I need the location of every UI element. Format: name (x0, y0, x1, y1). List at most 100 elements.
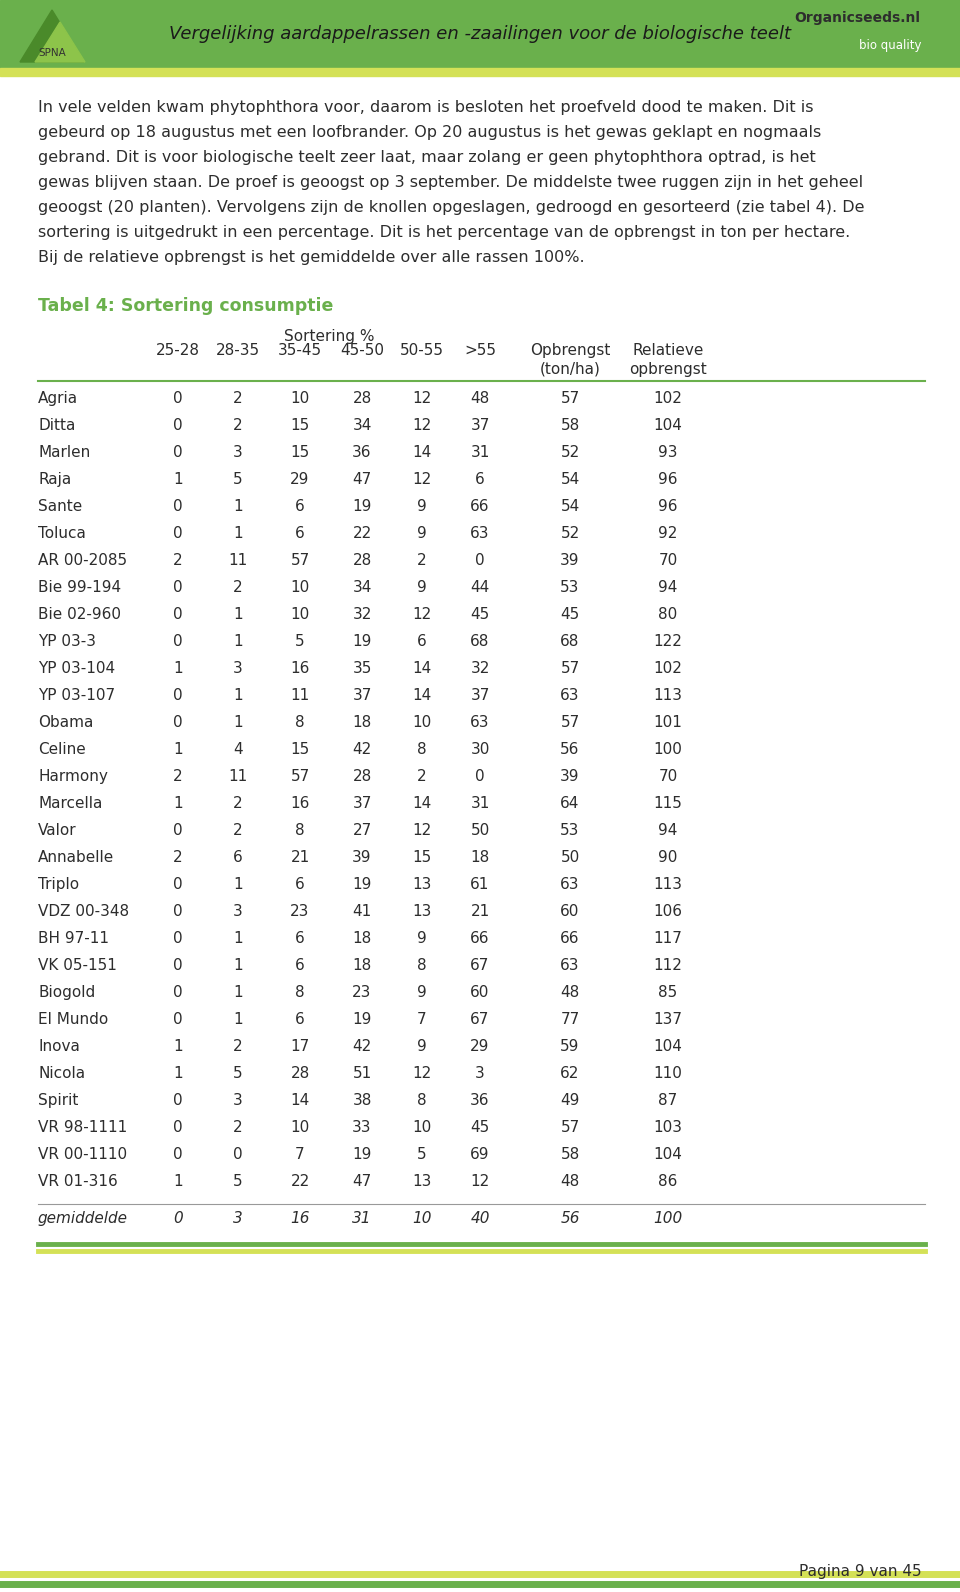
Text: gebrand. Dit is voor biologische teelt zeer laat, maar zolang er geen phytophtho: gebrand. Dit is voor biologische teelt z… (38, 150, 816, 166)
Text: 45: 45 (561, 607, 580, 622)
Text: El Mundo: El Mundo (38, 1013, 108, 1027)
Text: 53: 53 (561, 823, 580, 837)
Text: 53: 53 (561, 579, 580, 595)
Text: Vergelijking aardappelrassen en -zaailingen voor de biologische teelt: Vergelijking aardappelrassen en -zaailin… (169, 25, 791, 43)
Text: VDZ 00-348: VDZ 00-348 (38, 904, 130, 919)
Text: 42: 42 (352, 742, 372, 758)
Polygon shape (35, 22, 85, 62)
Text: 57: 57 (290, 769, 310, 783)
Text: 1: 1 (233, 525, 243, 541)
Text: 21: 21 (290, 850, 310, 864)
Text: 22: 22 (290, 1173, 310, 1189)
Text: 18: 18 (352, 931, 372, 946)
Text: 1: 1 (233, 715, 243, 731)
Text: 37: 37 (470, 688, 490, 704)
Text: Valor: Valor (38, 823, 77, 837)
Text: 28: 28 (352, 392, 372, 406)
Text: 96: 96 (659, 498, 678, 514)
Text: 8: 8 (295, 823, 305, 837)
Text: 34: 34 (352, 579, 372, 595)
Text: 102: 102 (654, 392, 683, 406)
Text: 8: 8 (418, 958, 427, 973)
Text: 0: 0 (173, 419, 182, 433)
Text: 1: 1 (233, 985, 243, 1000)
Text: 14: 14 (413, 796, 432, 810)
Text: 37: 37 (352, 796, 372, 810)
Text: 103: 103 (654, 1121, 683, 1135)
Text: 68: 68 (561, 634, 580, 650)
Text: 19: 19 (352, 1013, 372, 1027)
Text: 34: 34 (352, 419, 372, 433)
Text: 15: 15 (290, 446, 310, 460)
Text: Agria: Agria (38, 392, 78, 406)
Bar (0, 68, 960, 76)
Text: 23: 23 (290, 904, 310, 919)
Text: 62: 62 (561, 1067, 580, 1081)
Text: VR 98-1111: VR 98-1111 (38, 1121, 128, 1135)
Text: 100: 100 (654, 742, 683, 758)
Text: 32: 32 (352, 607, 372, 622)
Text: 96: 96 (659, 471, 678, 487)
Text: 19: 19 (352, 634, 372, 650)
Text: 3: 3 (233, 904, 243, 919)
Text: 64: 64 (561, 796, 580, 810)
Text: 15: 15 (413, 850, 432, 864)
Text: 36: 36 (470, 1094, 490, 1108)
Text: 57: 57 (561, 1121, 580, 1135)
Text: 104: 104 (654, 1146, 683, 1162)
Text: Bij de relatieve opbrengst is het gemiddelde over alle rassen 100%.: Bij de relatieve opbrengst is het gemidd… (38, 250, 585, 264)
Text: 66: 66 (561, 931, 580, 946)
Text: 66: 66 (470, 931, 490, 946)
Text: 0: 0 (173, 392, 182, 406)
Text: 57: 57 (290, 552, 310, 568)
Text: Biogold: Biogold (38, 985, 95, 1000)
Text: 56: 56 (561, 742, 580, 758)
Text: Sortering %: Sortering % (284, 330, 374, 344)
Text: 66: 66 (470, 498, 490, 514)
Text: 2: 2 (233, 419, 243, 433)
Text: YP 03-3: YP 03-3 (38, 634, 96, 650)
Text: 45: 45 (470, 607, 490, 622)
Text: 35: 35 (352, 661, 372, 677)
Text: 101: 101 (654, 715, 683, 731)
Text: YP 03-107: YP 03-107 (38, 688, 115, 704)
Text: 39: 39 (352, 850, 372, 864)
Text: 38: 38 (352, 1094, 372, 1108)
Text: 14: 14 (413, 688, 432, 704)
Text: 63: 63 (470, 715, 490, 731)
Text: 1: 1 (233, 877, 243, 892)
Text: 58: 58 (561, 1146, 580, 1162)
Text: 94: 94 (659, 579, 678, 595)
Text: 7: 7 (295, 1146, 305, 1162)
Text: 113: 113 (654, 877, 683, 892)
Text: 57: 57 (561, 392, 580, 406)
Text: 67: 67 (470, 958, 490, 973)
Text: 1: 1 (233, 498, 243, 514)
Text: 0: 0 (173, 904, 182, 919)
Text: 2: 2 (173, 769, 182, 783)
Text: 10: 10 (413, 715, 432, 731)
Text: 113: 113 (654, 688, 683, 704)
Text: 2: 2 (233, 1040, 243, 1054)
Text: 2: 2 (233, 1121, 243, 1135)
Text: 12: 12 (413, 392, 432, 406)
Text: 11: 11 (290, 688, 310, 704)
Text: 45: 45 (470, 1121, 490, 1135)
Text: Ditta: Ditta (38, 419, 76, 433)
Text: 0: 0 (173, 958, 182, 973)
Text: 22: 22 (352, 525, 372, 541)
Text: 44: 44 (470, 579, 490, 595)
Text: 12: 12 (413, 607, 432, 622)
Text: 100: 100 (654, 1212, 683, 1226)
Text: 60: 60 (470, 985, 490, 1000)
Text: 106: 106 (654, 904, 683, 919)
Text: Relatieve
opbrengst: Relatieve opbrengst (629, 342, 707, 377)
Text: 54: 54 (561, 471, 580, 487)
Text: 19: 19 (352, 877, 372, 892)
Text: Pagina 9 van 45: Pagina 9 van 45 (800, 1563, 922, 1579)
Text: 10: 10 (290, 579, 310, 595)
Text: BH 97-11: BH 97-11 (38, 931, 109, 946)
Text: 0: 0 (173, 877, 182, 892)
Text: Opbrengst
(ton/ha): Opbrengst (ton/ha) (530, 342, 611, 377)
Text: 115: 115 (654, 796, 683, 810)
